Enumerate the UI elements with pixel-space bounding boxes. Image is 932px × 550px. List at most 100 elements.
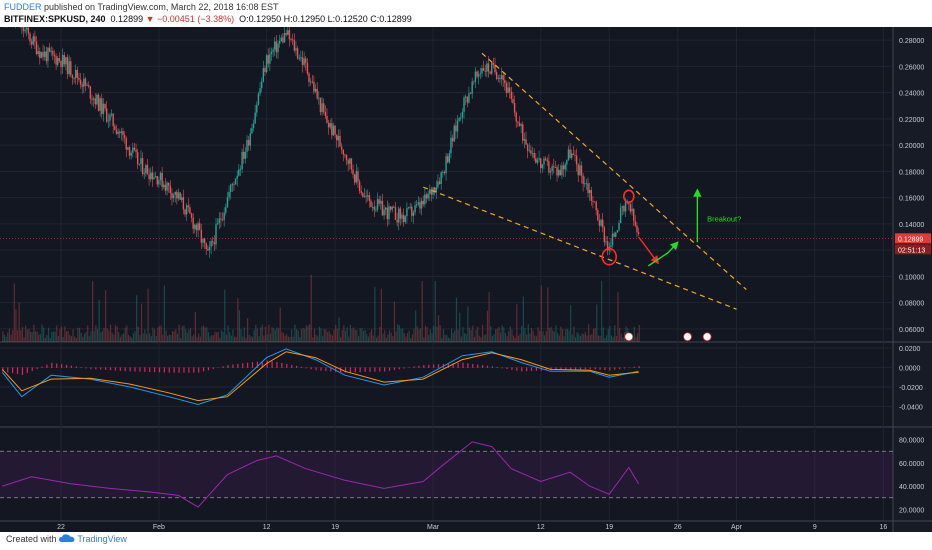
candle-body	[543, 158, 545, 165]
candle-body	[88, 85, 90, 87]
candle-body	[225, 207, 227, 213]
price-axis-background	[893, 27, 932, 532]
volume-bar	[253, 330, 255, 342]
candle-body	[463, 97, 465, 113]
candle-body	[593, 201, 596, 203]
volume-bar	[343, 325, 345, 342]
volume-bar	[183, 325, 185, 342]
volume-bar	[330, 333, 332, 342]
volume-bar	[186, 332, 188, 342]
volume-bar	[83, 333, 86, 342]
histogram-bar	[232, 364, 234, 368]
candle-body	[283, 33, 286, 43]
candle-body	[370, 200, 372, 207]
candle-body	[468, 93, 470, 103]
price-change: ▼ −0.00451 (−3.38%)	[145, 14, 235, 24]
price-tick-label: 0.24000	[899, 91, 924, 98]
volume-bar	[382, 333, 384, 342]
volume-bar	[574, 337, 577, 342]
volume-bar	[509, 326, 511, 342]
histogram-bar	[109, 367, 112, 371]
volume-bar	[361, 328, 363, 342]
volume-bar	[638, 324, 640, 342]
candle-body	[26, 27, 28, 30]
candle-body	[308, 73, 310, 82]
chart-canvas[interactable]: 0.28000 0.26000 0.24000 0.22000 0.20000 0.180…	[0, 27, 932, 532]
candle-body	[461, 112, 464, 118]
volume-bar	[287, 336, 290, 342]
candle-body	[42, 52, 44, 57]
earnings-marker-icon	[702, 332, 712, 342]
price-tick-label: 0.28000	[899, 38, 924, 45]
candle-body	[368, 195, 371, 201]
volume-bar	[596, 304, 598, 342]
candle-body	[526, 144, 529, 151]
volume-bar	[278, 328, 280, 342]
volume-bar	[413, 328, 415, 342]
volume-bar	[39, 334, 41, 342]
candle-body	[416, 204, 418, 206]
footer-brand[interactable]: TradingView	[77, 534, 127, 544]
histogram-bar	[90, 367, 92, 370]
volume-bar	[281, 331, 283, 342]
volume-bar	[571, 334, 573, 342]
volume-bar	[504, 332, 507, 342]
histogram-bar	[212, 367, 214, 370]
candle-body	[610, 245, 612, 247]
volume-bar	[260, 327, 262, 342]
candle-body	[399, 208, 402, 219]
candle-body	[110, 113, 113, 116]
volume-bar	[245, 337, 247, 342]
candle-body	[215, 224, 217, 245]
volume-bar	[266, 334, 268, 342]
candle-body	[598, 220, 601, 226]
histogram-bar	[247, 362, 249, 368]
volume-bar	[108, 330, 110, 342]
volume-bar	[547, 287, 549, 342]
volume-bar	[142, 333, 144, 342]
candle-body	[448, 153, 451, 163]
histogram-bar	[496, 367, 498, 368]
candle-body	[63, 54, 65, 65]
histogram-bar	[574, 367, 577, 370]
histogram-bar	[506, 367, 508, 370]
publish-line: FUDDER published on TradingView.com, Mar…	[4, 2, 279, 12]
candle-body	[293, 40, 296, 51]
volume-bar	[74, 336, 76, 342]
time-tick-label: 19	[331, 524, 339, 531]
price-tick-label: 0.22000	[899, 117, 924, 124]
candle-body	[337, 135, 340, 141]
author-link[interactable]: FUDDER	[4, 2, 42, 12]
time-tick-label: Feb	[153, 524, 165, 531]
histogram-bar	[65, 364, 68, 368]
volume-bar	[563, 336, 565, 342]
candle-body	[99, 98, 101, 111]
candle-body	[487, 63, 490, 72]
volume-bar	[527, 324, 529, 342]
histogram-bar	[599, 367, 601, 370]
candle-body	[151, 172, 154, 180]
candle-body	[567, 149, 570, 161]
volume-bar	[328, 330, 330, 342]
volume-bar	[481, 324, 484, 342]
candle-body	[200, 230, 203, 243]
candle-body	[34, 36, 36, 42]
candle-body	[73, 77, 75, 79]
volume-bar	[196, 336, 198, 342]
candle-body	[520, 124, 522, 126]
volume-bar	[250, 336, 252, 342]
candle-body	[104, 103, 106, 109]
histogram-bar	[486, 365, 489, 368]
candle-body	[220, 218, 222, 220]
volume-bar	[204, 327, 206, 342]
candle-body	[159, 172, 162, 181]
volume-bar	[612, 337, 614, 342]
candle-body	[579, 165, 581, 176]
volume-bar	[284, 335, 286, 342]
candle-body	[264, 68, 266, 72]
histogram-bar	[173, 367, 175, 373]
candle-body	[355, 171, 358, 183]
candle-body	[551, 166, 553, 172]
candle-body	[407, 207, 410, 209]
candle-body	[566, 160, 568, 165]
